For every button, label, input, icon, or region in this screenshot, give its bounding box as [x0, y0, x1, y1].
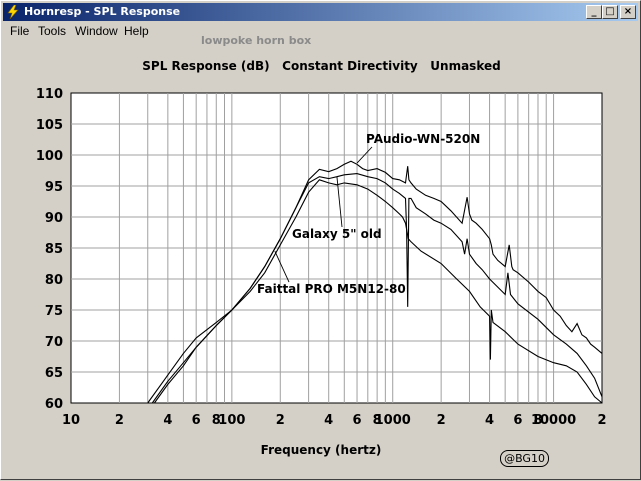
maximize-button[interactable]: □: [602, 5, 618, 19]
y-axis-labels: 60 65 70 75 80 85 90 95 100 105 110: [36, 87, 63, 412]
menu-file[interactable]: File: [10, 24, 30, 38]
menu-bar: File Tools Window Help: [3, 22, 638, 40]
x-tick-label: 6: [353, 413, 362, 428]
x-tick-label: 1000: [375, 413, 411, 428]
y-tick-label: 90: [45, 211, 63, 226]
x-tick-label: 8: [533, 413, 542, 428]
lightning-icon: [7, 5, 19, 19]
x-tick-label: 2: [597, 413, 606, 428]
version-badge: @BG10: [500, 450, 549, 467]
y-tick-label: 70: [45, 335, 63, 350]
x-tick-label: 2: [437, 413, 446, 428]
window-title: Hornresp - SPL Response: [24, 5, 181, 18]
series-line-0: [151, 160, 603, 404]
y-tick-label: 85: [45, 242, 63, 257]
y-tick-label: 105: [36, 118, 63, 133]
y-tick-label: 75: [45, 304, 63, 319]
annotation-label: Faittal PRO M5N12-80: [257, 282, 406, 296]
status-bar: [3, 471, 638, 479]
x-tick-label: 6: [513, 413, 522, 428]
menu-help[interactable]: Help: [124, 24, 149, 38]
x-tick-label: 2: [115, 413, 124, 428]
watermark-text: lowpoke horn box: [201, 34, 312, 47]
x-tick-label: 4: [324, 413, 333, 428]
y-tick-label: 100: [36, 149, 63, 164]
x-tick-label: 10: [62, 413, 80, 428]
series-line-1: [153, 173, 603, 404]
annotation-leader: [274, 250, 290, 283]
series-line-2: [147, 179, 603, 404]
chart-title: SPL Response (dB) Constant Directivity U…: [142, 59, 501, 73]
y-tick-label: 110: [36, 87, 63, 102]
menu-tools[interactable]: Tools: [38, 24, 67, 38]
x-tick-label: 6: [192, 413, 201, 428]
x-tick-label: 4: [485, 413, 494, 428]
y-tick-label: 65: [45, 366, 63, 381]
minimize-button[interactable]: _: [586, 5, 602, 19]
title-bar[interactable]: Hornresp - SPL Response _ □ ×: [3, 3, 638, 21]
annotation-label: PAudio-WN-520N: [366, 132, 480, 146]
y-tick-label: 80: [45, 273, 63, 288]
annotation-leader: [356, 146, 373, 164]
annotation-leader: [336, 176, 343, 228]
x-tick-label: 8: [373, 413, 382, 428]
x-tick-label: 4: [163, 413, 172, 428]
x-tick-label: 8: [212, 413, 221, 428]
x-axis-label: Frequency (hertz): [261, 443, 382, 457]
menu-window[interactable]: Window: [75, 24, 118, 38]
grid: [71, 93, 602, 403]
curves: [147, 160, 603, 404]
y-tick-label: 95: [45, 180, 63, 195]
y-tick-label: 60: [45, 397, 63, 412]
close-button[interactable]: ×: [620, 5, 636, 19]
annotation-label: Galaxy 5" old: [292, 227, 382, 241]
x-tick-label: 10000: [531, 413, 576, 428]
x-tick-label: 2: [276, 413, 285, 428]
x-tick-label: 100: [218, 413, 245, 428]
annotations: PAudio-WN-520N Galaxy 5" old Faittal PRO M…: [257, 132, 480, 296]
